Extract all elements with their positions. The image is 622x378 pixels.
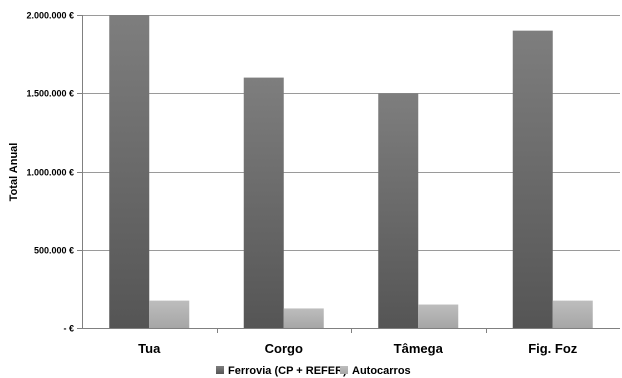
- bar-ferrovia-3: [512, 30, 553, 329]
- bar-ferrovia-0: [109, 15, 150, 328]
- legend-label-0: Ferrovia (CP + REFER): [228, 365, 347, 377]
- y-tick-label: - €: [63, 324, 74, 334]
- bar-autocarros-1: [283, 308, 324, 328]
- tick-labels: - € 500.000 € 1.000.000 € 1.500.000 € 2.000.…: [26, 11, 577, 357]
- bars: [109, 15, 593, 329]
- x-tick-label: Corgo: [265, 341, 303, 356]
- bar-autocarros-0: [149, 300, 190, 328]
- legend: Ferrovia (CP + REFER) Autocarros: [216, 365, 411, 377]
- y-tick-label: 1.500.000 €: [26, 89, 74, 99]
- y-axis-label: Total Anual: [8, 143, 20, 202]
- bar-autocarros-2: [418, 304, 459, 328]
- y-tick-label: 2.000.000 €: [26, 11, 74, 21]
- y-tick-label: 500.000 €: [34, 246, 74, 256]
- axes: [77, 15, 620, 333]
- x-tick-label: Tâmega: [394, 341, 444, 356]
- legend-label-1: Autocarros: [352, 365, 411, 377]
- bar-autocarros-3: [552, 300, 593, 328]
- x-tick-label: Tua: [138, 341, 161, 356]
- x-tick-label: Fig. Foz: [528, 341, 578, 356]
- legend-swatch-0: [216, 366, 224, 374]
- y-tick-label: 1.000.000 €: [26, 168, 74, 178]
- legend-swatch-1: [340, 366, 348, 374]
- bar-ferrovia-2: [378, 93, 419, 328]
- bar-ferrovia-1: [243, 77, 284, 328]
